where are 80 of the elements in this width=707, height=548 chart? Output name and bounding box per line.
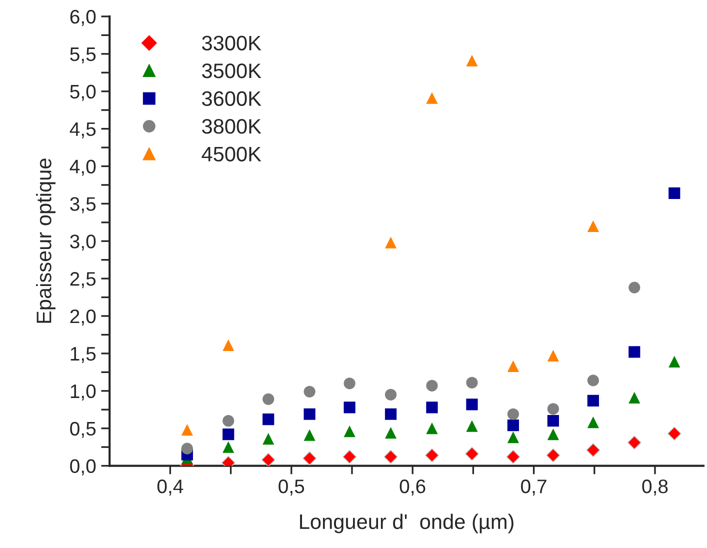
- point: [262, 414, 274, 426]
- y-tick-label: 0,0: [70, 459, 96, 476]
- point: [344, 378, 356, 390]
- point: [262, 433, 274, 445]
- point: [304, 408, 316, 420]
- point: [466, 54, 478, 66]
- point: [628, 392, 640, 404]
- point: [342, 450, 357, 464]
- point: [222, 339, 234, 352]
- x-tick-label: 0,8: [642, 480, 668, 496]
- point: [466, 376, 478, 388]
- point: [668, 187, 680, 199]
- point: [384, 427, 397, 439]
- point: [181, 424, 193, 436]
- point: [384, 408, 397, 420]
- point: [384, 388, 397, 400]
- point: [222, 415, 234, 427]
- point: [547, 415, 559, 427]
- point: [261, 452, 276, 466]
- point: [344, 426, 356, 438]
- point: [627, 436, 642, 450]
- point: [507, 408, 519, 420]
- point: [426, 380, 438, 392]
- point: [668, 356, 680, 368]
- x-tick-label: 0,6: [400, 480, 426, 496]
- point: [507, 432, 519, 444]
- point: [547, 350, 559, 362]
- point: [262, 393, 274, 405]
- legend-label: 3300K: [202, 36, 262, 50]
- y-tick-label: 3,5: [70, 197, 96, 214]
- legend-label: 3800K: [202, 119, 262, 134]
- y-tick-label: 1,5: [70, 347, 96, 363]
- point: [587, 220, 599, 232]
- x-tick-label: 0,5: [278, 480, 304, 496]
- point: [302, 451, 317, 466]
- point: [507, 420, 519, 432]
- y-tick-label: 4,5: [70, 122, 96, 138]
- y-axis-title: Epaisseur optique: [36, 158, 56, 323]
- point: [304, 429, 316, 441]
- point: [222, 428, 234, 440]
- y-tick-label: 5,0: [70, 84, 96, 101]
- point: [424, 448, 439, 462]
- point: [546, 448, 560, 462]
- point: [464, 446, 479, 461]
- point: [466, 420, 478, 432]
- point: [222, 441, 234, 453]
- point: [507, 360, 519, 372]
- y-tick-label: 6,0: [70, 10, 96, 26]
- legend-label: 4500K: [202, 146, 262, 162]
- y-tick-label: 5,5: [70, 48, 96, 64]
- y-tick-label: 3,0: [70, 234, 96, 251]
- point: [628, 346, 640, 358]
- point: [587, 374, 599, 386]
- point: [587, 416, 599, 428]
- point: [304, 386, 316, 398]
- point: [426, 402, 438, 414]
- point: [426, 422, 438, 434]
- legend-label: 3600K: [202, 91, 262, 106]
- y-tick-label: 2,0: [70, 309, 96, 326]
- point: [466, 398, 478, 410]
- y-tick-label: 2,5: [70, 272, 96, 288]
- point: [426, 92, 438, 104]
- point: [344, 402, 356, 414]
- point: [667, 426, 682, 441]
- point: [587, 394, 599, 406]
- point: [586, 443, 600, 458]
- point: [628, 282, 640, 294]
- x-tick-label: 0,4: [157, 480, 184, 496]
- legend-label: 3500K: [202, 63, 262, 78]
- x-tick-label: 0,7: [521, 480, 546, 496]
- point: [181, 442, 193, 454]
- point: [384, 236, 397, 248]
- point: [547, 428, 559, 440]
- x-axis-title: Longueur d' onde (µm): [300, 514, 514, 534]
- point: [384, 450, 398, 464]
- point: [506, 450, 520, 464]
- point: [547, 403, 559, 415]
- y-tick-label: 4,0: [70, 160, 96, 176]
- y-tick-label: 0,5: [70, 422, 96, 438]
- y-tick-label: 1,0: [70, 384, 96, 400]
